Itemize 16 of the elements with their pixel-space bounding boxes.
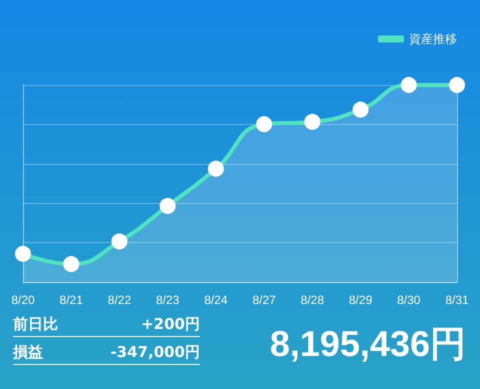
text: 損益 [13,343,43,362]
x-tick-label: 8/22 [108,293,132,307]
text: 8,195,436円 [270,322,466,366]
text: -347,000円 [110,343,200,362]
text: +200円 [141,315,200,334]
text: 前日比 [13,315,58,334]
x-tick-label: 8/27 [252,293,276,307]
x-tick-label: 8/30 [397,293,421,307]
x-tick-label: 8/23 [156,293,180,307]
x-tick-label: 8/31 [445,293,469,307]
x-tick-label: 8/24 [204,293,228,307]
x-tick-label: 8/20 [11,293,35,307]
x-tick-label: 8/28 [300,293,324,307]
legend-label: 資産推移 [409,32,457,46]
x-tick-label: 8/29 [348,293,373,307]
x-tick-label: 8/21 [60,293,84,307]
